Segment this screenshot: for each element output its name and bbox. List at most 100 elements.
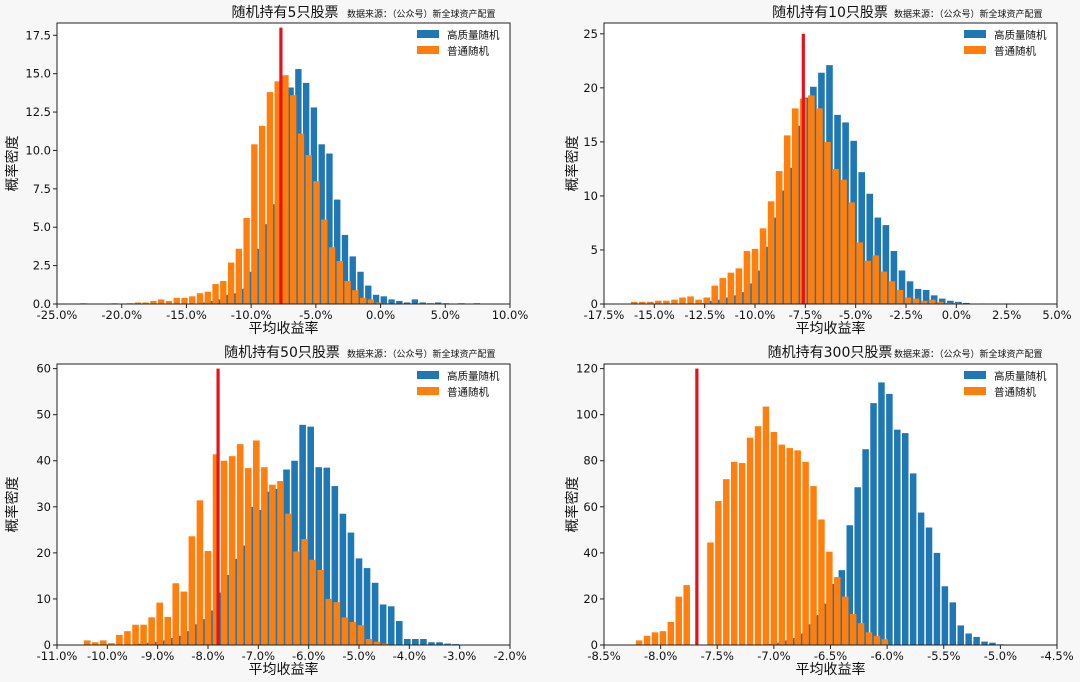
bar (865, 632, 873, 645)
bar (687, 296, 694, 304)
y-axis-label: 概率密度 (564, 136, 581, 192)
legend-swatch-quality (964, 30, 986, 38)
bar (946, 300, 954, 304)
bar (965, 633, 972, 645)
x-tick-label: -8.5% (587, 649, 620, 663)
bar (373, 641, 381, 645)
bar (806, 624, 814, 645)
bar (914, 288, 922, 304)
bar (751, 248, 759, 304)
bar (124, 631, 131, 645)
bar (142, 302, 149, 304)
x-tick-label: -8.0% (644, 649, 677, 663)
bar (315, 467, 323, 645)
y-tick-label: 20 (583, 81, 598, 95)
bar (743, 251, 751, 304)
bar (100, 640, 107, 645)
bar (832, 168, 839, 304)
bar (886, 393, 893, 645)
bar (367, 299, 375, 304)
bar (236, 444, 244, 645)
y-axis-label: 概率密度 (4, 477, 21, 533)
x-tick-label: 5.0% (431, 308, 460, 322)
bar (762, 406, 770, 645)
bar (854, 487, 861, 645)
bar (419, 302, 426, 304)
bar (754, 426, 762, 645)
bar (830, 583, 838, 645)
bar (227, 262, 235, 304)
bar (864, 260, 872, 304)
bar (890, 251, 898, 304)
bar (663, 300, 670, 304)
bar (328, 247, 336, 304)
source-note: 数据来源：（公众号）新全球资产配置 (894, 348, 1043, 360)
axes-frame (56, 22, 511, 305)
bar (420, 639, 427, 645)
bar (317, 569, 325, 645)
y-tick-label: 80 (583, 454, 598, 468)
bar (297, 133, 305, 304)
y-tick-label: 30 (36, 500, 51, 514)
bar (269, 484, 276, 645)
bar (188, 536, 196, 645)
bar (108, 643, 115, 645)
bar (83, 640, 91, 645)
legend-swatch-quality (417, 371, 439, 379)
bar (282, 75, 289, 305)
bar (357, 625, 365, 645)
y-tick-label: 20 (583, 592, 598, 606)
x-tick-label: -5.0% (839, 308, 872, 322)
bar (791, 638, 798, 645)
x-tick-label: 5.0% (1042, 308, 1071, 322)
bar (655, 300, 662, 304)
x-tick-label: -10.0% (231, 308, 272, 322)
bar (333, 602, 341, 645)
bar (212, 284, 219, 304)
x-tick-label: -15.0% (166, 308, 207, 322)
bar (428, 642, 435, 645)
marker-line (801, 33, 805, 305)
bar (936, 301, 944, 304)
bar (387, 606, 395, 645)
bar (321, 219, 328, 304)
axes-frame (603, 22, 1058, 305)
bar (810, 486, 817, 645)
x-tick-label: -6.5% (814, 649, 847, 663)
bar (816, 108, 823, 304)
bar (404, 639, 411, 645)
bar (909, 473, 917, 645)
bar (150, 300, 157, 304)
bar (989, 642, 996, 645)
bar (775, 642, 782, 645)
bar (711, 285, 719, 304)
bar (802, 461, 809, 645)
legend-swatch-quality (417, 30, 439, 38)
bar (140, 624, 147, 645)
bar (341, 617, 349, 645)
bar (822, 603, 830, 645)
chart-title: 随机持有5只股票 (232, 5, 339, 21)
x-tick-label: -11.0% (37, 649, 78, 663)
bar (355, 558, 363, 645)
bar (436, 642, 443, 645)
bar (375, 302, 382, 304)
bar (359, 297, 367, 304)
bar (894, 429, 901, 645)
bar (181, 297, 188, 304)
bar (904, 297, 912, 304)
y-tick-label: 15 (583, 135, 598, 149)
legend-label: 高质量随机 (447, 370, 500, 383)
bar (220, 280, 227, 304)
bar (920, 300, 928, 304)
bar (727, 272, 735, 304)
bar (783, 640, 790, 645)
bar (220, 460, 228, 645)
bar (365, 285, 372, 304)
bar (277, 481, 284, 645)
bar (880, 271, 888, 304)
bar (204, 291, 211, 304)
x-tick-label: -4.5% (1040, 649, 1073, 663)
